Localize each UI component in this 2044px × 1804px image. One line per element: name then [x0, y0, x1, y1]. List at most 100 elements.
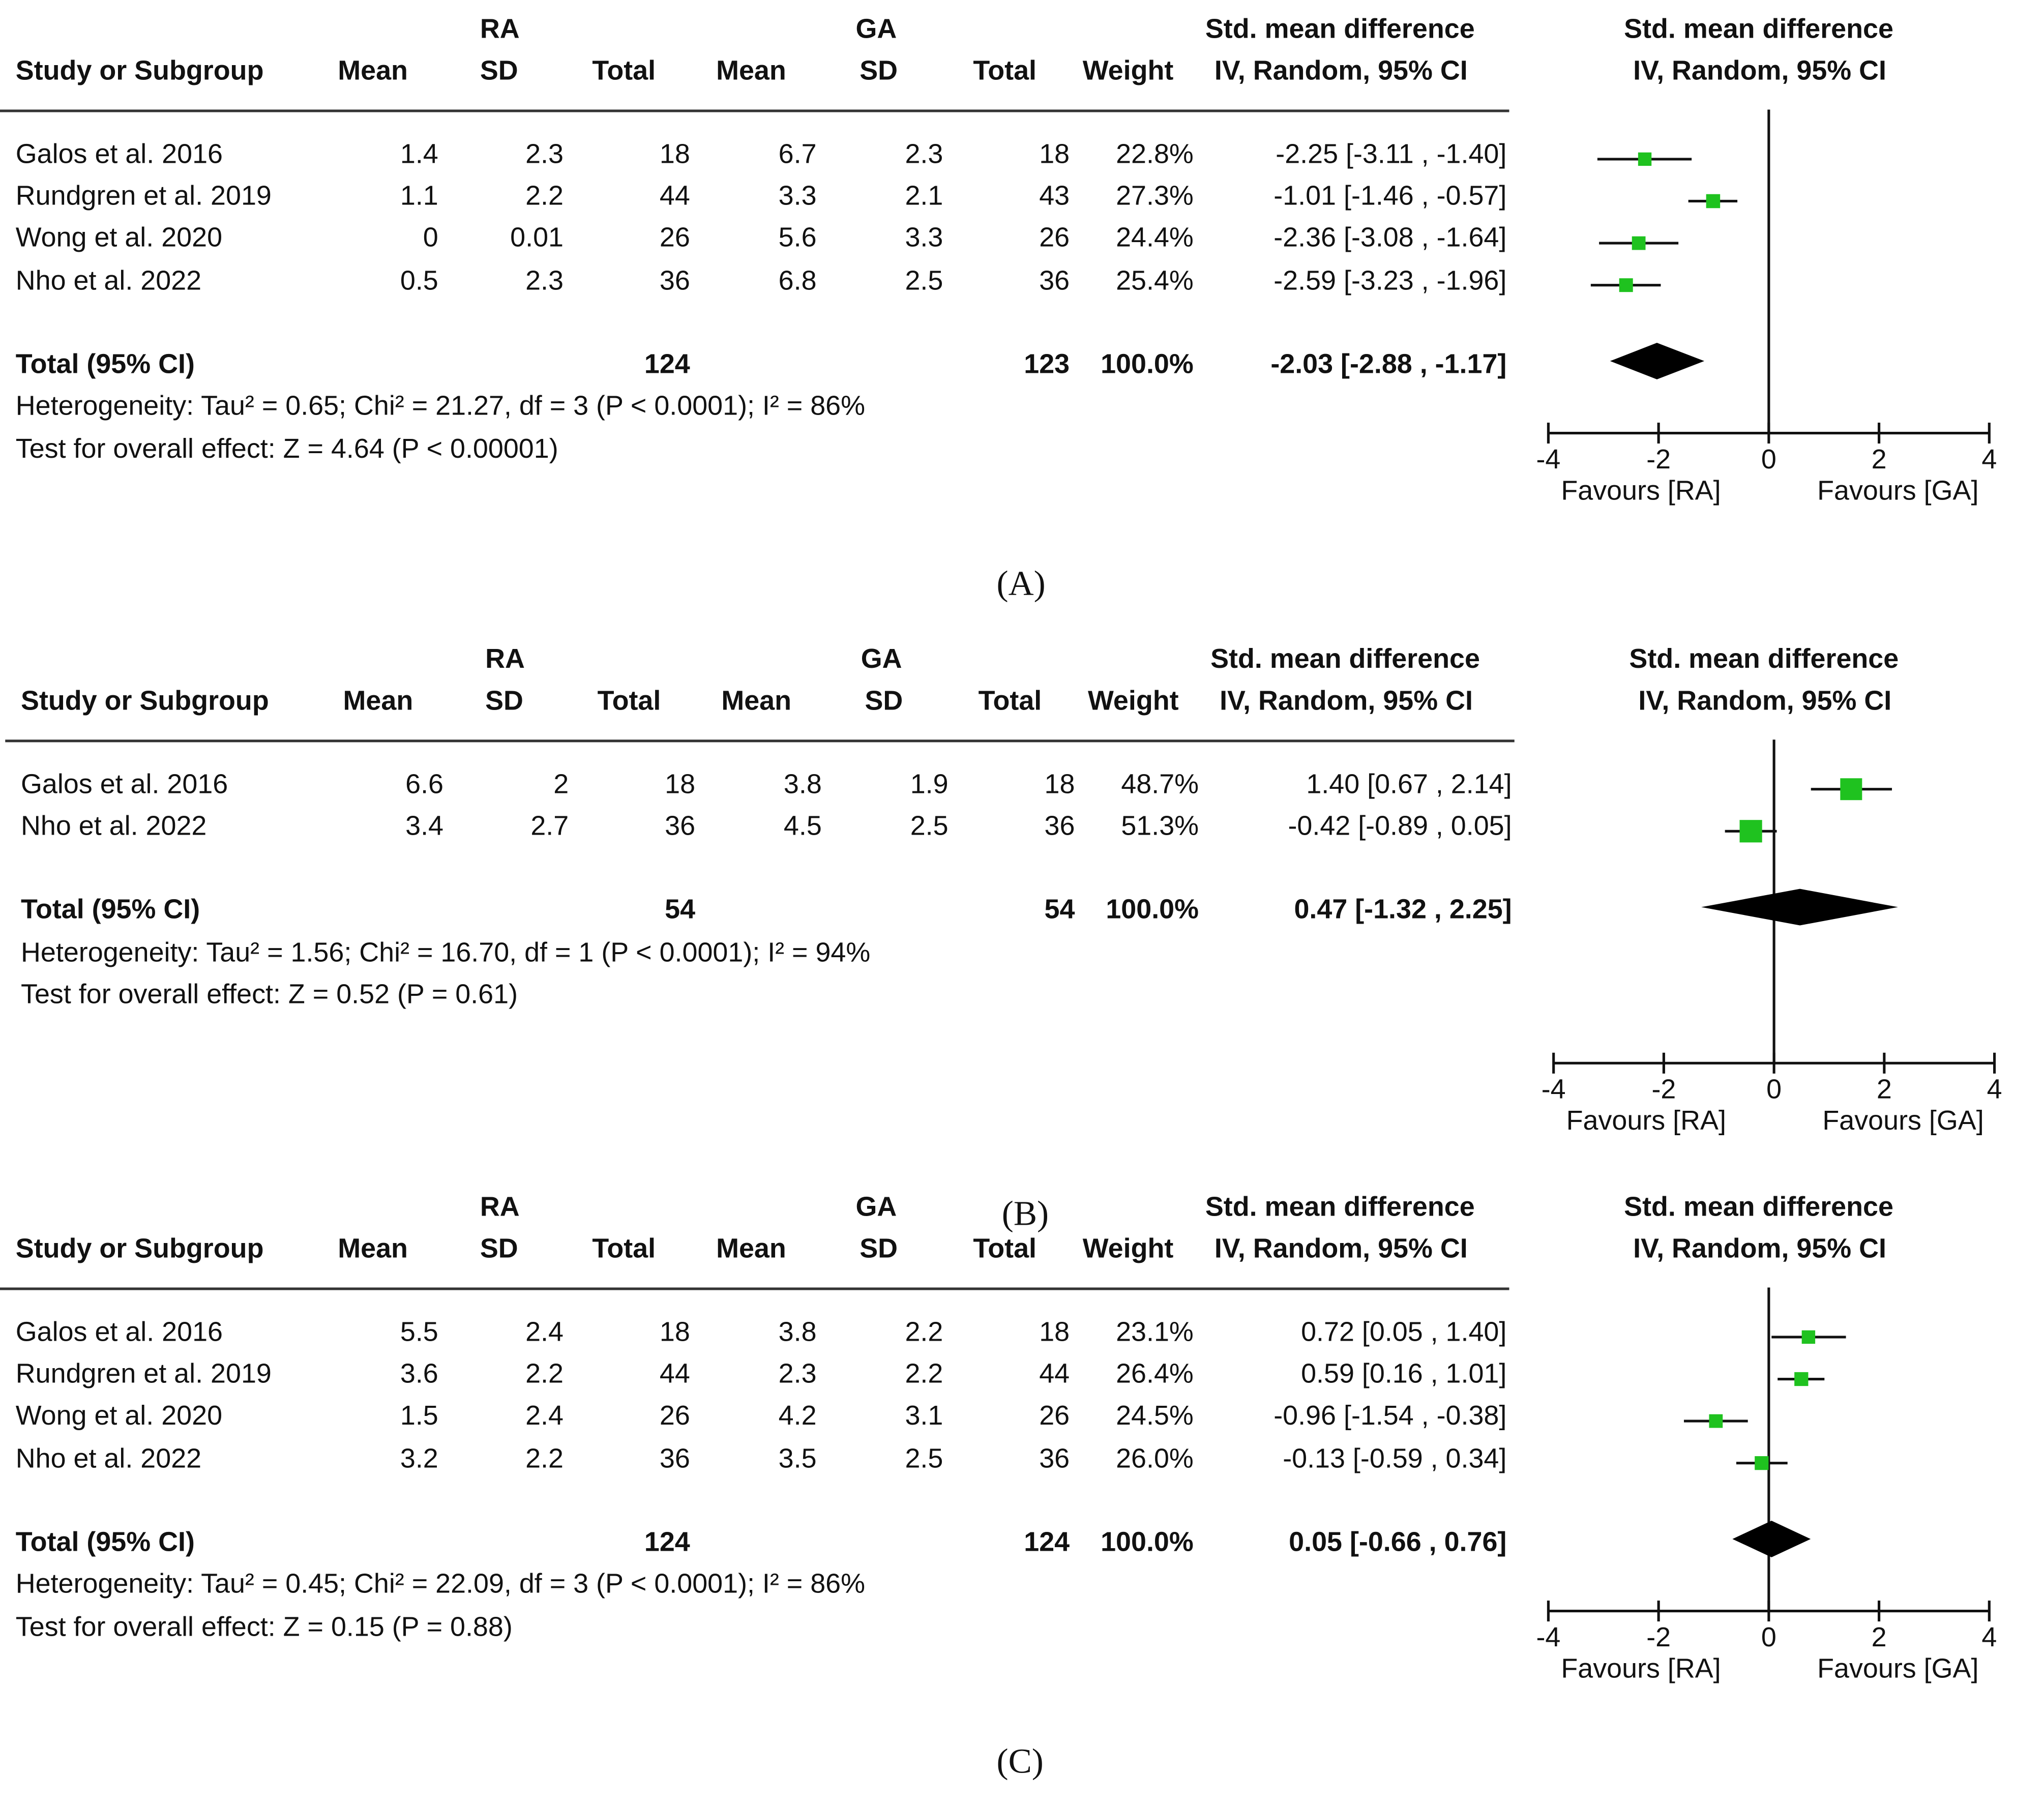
smd-header-line1: Std. mean difference	[1210, 644, 1480, 675]
study-4-ra-total: 36	[659, 265, 690, 296]
column-header-ga-mean: Mean	[716, 1234, 786, 1264]
study-4-ga-sd: 2.5	[905, 1443, 943, 1474]
pooled-diamond	[1732, 1521, 1811, 1557]
study-4-ga-total: 36	[1039, 265, 1070, 296]
x-tick-label: -2	[1651, 1074, 1676, 1105]
study-1-ga-sd: 2.3	[905, 139, 943, 170]
study-4-weight: 26.0%	[1116, 1443, 1194, 1474]
study-1-ga-mean: 6.7	[778, 139, 817, 170]
column-header-ga-mean: Mean	[721, 686, 792, 717]
total-label: Total (95% CI)	[21, 895, 200, 926]
panel-caption: (B)	[1001, 1193, 1049, 1233]
forest-plot: -4 -2 0 2 4 Favours [RA] Favours [GA]	[1542, 740, 2002, 1136]
study-2-ga-sd: 2.5	[910, 811, 949, 842]
study-3-weight: 24.4%	[1116, 223, 1194, 254]
smd-header-line2: IV, Random, 95% CI	[1214, 56, 1468, 86]
study-3-weight: 24.5%	[1116, 1401, 1194, 1432]
study-3-ra-sd: 0.01	[510, 223, 564, 254]
study-marker	[1706, 194, 1721, 209]
total-ci: 0.47 [-1.32 , 2.25]	[1294, 895, 1512, 926]
study-3-ga-total: 26	[1039, 223, 1070, 254]
study-2-ra-total: 36	[665, 811, 696, 842]
study-1-ci-text: 0.72 [0.05 , 1.40]	[1301, 1317, 1507, 1348]
study-2-ga-total: 43	[1039, 181, 1070, 212]
x-tick-label: -4	[1536, 444, 1560, 475]
study-3-ci-text: -2.36 [-3.08 , -1.64]	[1273, 223, 1507, 254]
panel-b: RA GA Std. mean difference IV, Random, 95% …	[5, 630, 2044, 1256]
study-1-weight: 48.7%	[1121, 770, 1199, 800]
x-tick-label: 2	[1872, 1622, 1887, 1652]
study-marker	[1739, 820, 1762, 843]
x-tick-label: 0	[1761, 1622, 1776, 1652]
total-ga-n: 124	[1024, 1527, 1070, 1557]
study-1-ra-sd: 2.4	[525, 1317, 564, 1348]
study-2-name: Rundgren et al. 2019	[15, 1359, 272, 1389]
x-tick-label: 2	[1872, 444, 1887, 475]
ga-group-header: GA	[855, 1192, 897, 1223]
column-header-ga-total: Total	[973, 56, 1037, 86]
study-2-ga-total: 36	[1044, 811, 1075, 842]
study-2-ga-sd: 2.1	[905, 181, 943, 212]
study-1-ga-total: 18	[1044, 770, 1075, 800]
x-tick-label: -4	[1542, 1074, 1566, 1105]
study-2-weight: 26.4%	[1116, 1359, 1194, 1389]
study-4-name: Nho et al. 2022	[15, 265, 202, 296]
study-4-ga-mean: 3.5	[778, 1443, 817, 1474]
study-4-ga-total: 36	[1039, 1443, 1070, 1474]
study-1-ga-sd: 1.9	[910, 770, 949, 800]
study-1-ga-mean: 3.8	[778, 1317, 817, 1348]
study-3-name: Wong et al. 2020	[15, 223, 223, 254]
study-1-weight: 22.8%	[1116, 139, 1194, 170]
study-2-ga-mean: 2.3	[778, 1359, 817, 1389]
column-header-ra-total: Total	[592, 1234, 656, 1264]
study-3-ra-total: 26	[659, 1401, 690, 1432]
study-3-ga-sd: 3.3	[905, 223, 943, 254]
smd-header-line2: IV, Random, 95% CI	[1214, 1234, 1468, 1264]
study-1-weight: 23.1%	[1116, 1317, 1194, 1348]
study-marker	[1709, 1414, 1723, 1428]
study-2-ra-mean: 1.1	[400, 181, 438, 212]
total-weight: 100.0%	[1101, 1527, 1194, 1557]
study-1-ga-sd: 2.2	[905, 1317, 943, 1348]
total-label: Total (95% CI)	[15, 349, 195, 379]
study-1-ci-text: -2.25 [-3.11 , -1.40]	[1276, 139, 1507, 170]
study-3-ci-text: -0.96 [-1.54 , -0.38]	[1273, 1401, 1507, 1432]
plot-header-line2: IV, Random, 95% CI	[1633, 56, 1887, 86]
study-1-ci-text: 1.40 [0.67 , 2.14]	[1306, 770, 1512, 800]
column-header-ra-mean: Mean	[338, 1234, 408, 1264]
study-3-ga-mean: 4.2	[778, 1401, 817, 1432]
x-tick-label: 2	[1877, 1074, 1892, 1105]
study-2-ga-mean: 4.5	[783, 811, 822, 842]
column-header-name: Study or Subgroup	[21, 686, 269, 717]
header-rule	[0, 1287, 1509, 1290]
favours-right-label: Favours [GA]	[1817, 475, 1978, 506]
overall-effect-text: Test for overall effect: Z = 0.15 (P = 0…	[15, 1612, 513, 1642]
x-tick-label: -2	[1646, 444, 1671, 475]
x-tick-label: 4	[1981, 444, 1997, 475]
x-tick-label: 4	[1981, 1622, 1997, 1652]
total-ci: 0.05 [-0.66 , 0.76]	[1289, 1527, 1507, 1557]
ra-group-header: RA	[480, 14, 520, 45]
favours-left-label: Favours [RA]	[1561, 475, 1721, 506]
plot-header-line1: Std. mean difference	[1624, 1192, 1893, 1223]
study-1-ra-mean: 6.6	[405, 770, 444, 800]
study-3-ga-mean: 5.6	[778, 223, 817, 254]
total-ra-n: 124	[644, 349, 690, 379]
x-tick-label: 0	[1761, 444, 1776, 475]
study-3-ra-total: 26	[659, 223, 690, 254]
pooled-diamond	[1701, 889, 1898, 926]
study-2-ra-total: 44	[659, 1359, 690, 1389]
study-4-weight: 25.4%	[1116, 265, 1194, 296]
study-3-ga-total: 26	[1039, 1401, 1070, 1432]
study-marker	[1801, 1330, 1816, 1344]
study-1-name: Galos et al. 2016	[15, 139, 223, 170]
study-2-weight: 27.3%	[1116, 181, 1194, 212]
ra-group-header: RA	[485, 644, 525, 675]
study-2-ci-text: -0.42 [-0.89 , 0.05]	[1288, 811, 1512, 842]
study-4-ga-sd: 2.5	[905, 265, 943, 296]
study-4-ra-mean: 0.5	[400, 265, 438, 296]
study-2-weight: 51.3%	[1121, 811, 1199, 842]
study-3-ra-mean: 1.5	[400, 1401, 438, 1432]
favours-left-label: Favours [RA]	[1561, 1653, 1721, 1683]
